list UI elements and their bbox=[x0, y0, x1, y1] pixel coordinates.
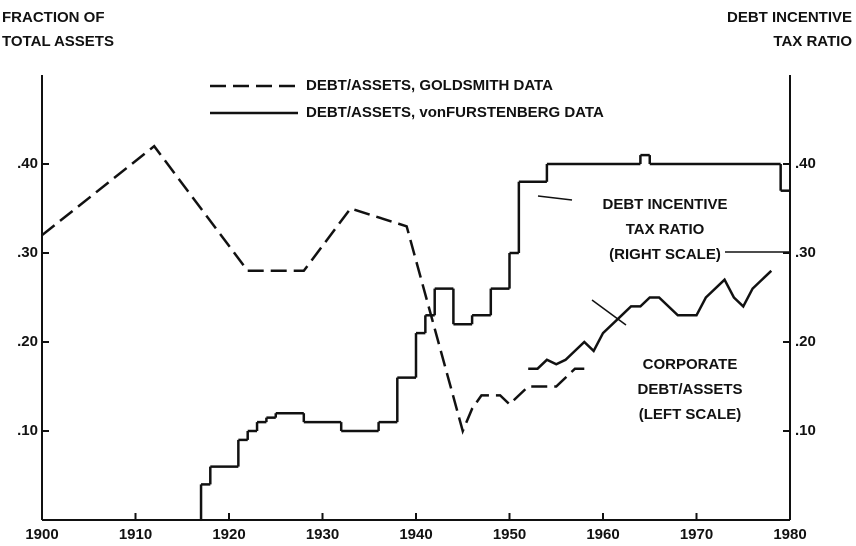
annotation: DEBT INCENTIVE bbox=[602, 196, 727, 213]
x-tick-label: 1950 bbox=[493, 526, 526, 543]
annotation-leader bbox=[537, 195, 573, 201]
y2-tick-label: .20 bbox=[795, 333, 816, 350]
y-axis-title: FRACTION OF bbox=[2, 9, 105, 26]
x-tick-label: 1980 bbox=[773, 526, 806, 543]
y-tick-label: .30 bbox=[17, 244, 38, 261]
y2-tick-label: .10 bbox=[795, 422, 816, 439]
legend-label: DEBT/ASSETS, vonFURSTENBERG DATA bbox=[306, 104, 604, 121]
x-tick-label: 1940 bbox=[399, 526, 432, 543]
x-tick-label: 1910 bbox=[119, 526, 152, 543]
y-tick-label: .40 bbox=[17, 155, 38, 172]
annotation: TAX RATIO bbox=[626, 221, 705, 238]
annotation-leader bbox=[591, 299, 627, 326]
x-tick-label: 1920 bbox=[212, 526, 245, 543]
annotation: (RIGHT SCALE) bbox=[609, 246, 721, 263]
y2-tick-label: .40 bbox=[795, 155, 816, 172]
series-line bbox=[528, 269, 773, 370]
x-tick-label: 1960 bbox=[586, 526, 619, 543]
legend-label: DEBT/ASSETS, GOLDSMITH DATA bbox=[306, 77, 553, 94]
annotation: DEBT/ASSETS bbox=[637, 381, 742, 398]
x-tick-label: 1930 bbox=[306, 526, 339, 543]
annotation: (LEFT SCALE) bbox=[639, 406, 742, 423]
annotation: CORPORATE bbox=[643, 356, 738, 373]
x-tick-label: 1970 bbox=[680, 526, 713, 543]
y2-axis-title: TAX RATIO bbox=[773, 33, 852, 50]
series-line bbox=[41, 144, 585, 435]
y-tick-label: .10 bbox=[17, 422, 38, 439]
y2-axis-title: DEBT INCENTIVE bbox=[727, 9, 852, 26]
y-axis-title: TOTAL ASSETS bbox=[2, 33, 114, 50]
y-tick-label: .20 bbox=[17, 333, 38, 350]
y2-tick-label: .30 bbox=[795, 244, 816, 261]
x-tick-label: 1900 bbox=[25, 526, 58, 543]
